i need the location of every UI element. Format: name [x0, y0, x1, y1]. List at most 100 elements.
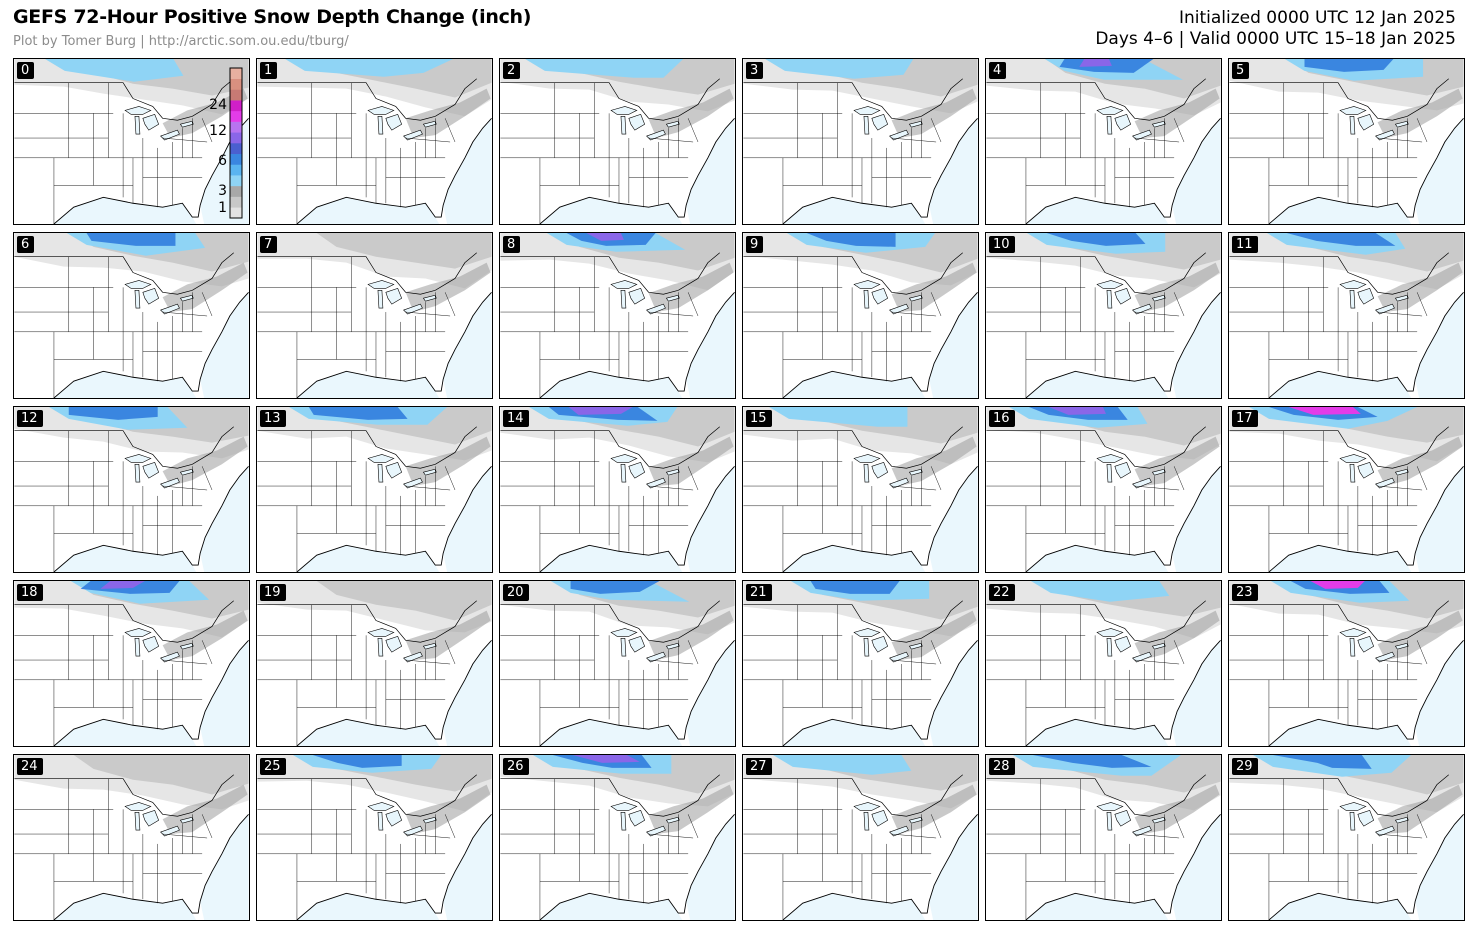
state-boundary — [648, 485, 694, 491]
international-border — [986, 426, 1206, 469]
atlantic-ocean — [1172, 118, 1221, 224]
great-lake — [134, 812, 141, 831]
atlantic-ocean — [929, 466, 978, 572]
gulf-of-mexico — [53, 893, 197, 920]
great-lake — [160, 477, 180, 489]
snow-band-blue — [86, 233, 176, 246]
great-lake — [1339, 802, 1367, 811]
us-map — [500, 233, 735, 398]
great-lake — [142, 287, 160, 305]
us-map — [14, 407, 249, 572]
great-lake — [610, 454, 638, 463]
member-number-badge: 13 — [260, 410, 286, 427]
great-lake — [367, 280, 395, 289]
member-panel: 5 — [1228, 58, 1465, 225]
great-lake — [1357, 809, 1375, 827]
gulf-of-mexico — [1025, 893, 1169, 920]
us-map — [986, 581, 1221, 746]
gulf-of-mexico — [53, 371, 197, 398]
atlantic-ocean — [443, 118, 492, 224]
coastline — [296, 117, 492, 224]
atlantic-ocean — [443, 466, 492, 572]
snow-band-light-blue — [1030, 581, 1170, 602]
state-boundary — [201, 814, 213, 839]
member-number-badge: 28 — [989, 758, 1015, 775]
great-lake — [1132, 825, 1152, 837]
great-lake — [142, 461, 160, 479]
great-lake — [1339, 280, 1367, 289]
member-panel: 9 — [742, 232, 979, 399]
great-lake — [1375, 825, 1395, 837]
colorbar-tick-label: 24 — [209, 97, 227, 113]
great-lake — [908, 468, 923, 476]
great-lake — [853, 280, 881, 289]
state-boundary — [1416, 292, 1428, 317]
great-lake — [422, 468, 437, 476]
international-border — [1229, 774, 1449, 817]
great-lake — [665, 120, 680, 128]
us-map — [14, 581, 249, 746]
member-number-badge: 25 — [260, 758, 286, 775]
great-lake — [646, 129, 666, 141]
gulf-of-mexico — [296, 197, 440, 224]
us-map — [1229, 59, 1464, 224]
colorbar-segment — [230, 185, 242, 197]
coastline — [782, 813, 978, 920]
us-map — [1229, 755, 1464, 920]
state-boundary — [201, 640, 213, 665]
member-number-badge: 26 — [503, 758, 529, 775]
international-border — [500, 78, 720, 121]
credit-line: Plot by Tomer Burg | http://arctic.som.o… — [13, 34, 349, 49]
great-lake — [403, 477, 423, 489]
great-lake — [1096, 802, 1124, 811]
snow-band-heavy — [1048, 407, 1106, 415]
member-panel: 17 — [1228, 406, 1465, 573]
state-boundary — [648, 833, 694, 839]
colorbar-segment — [230, 68, 242, 80]
us-map — [986, 407, 1221, 572]
international-border — [986, 774, 1206, 817]
coastline — [539, 639, 735, 746]
state-boundary — [162, 659, 208, 665]
coastline — [53, 117, 249, 224]
state-boundary — [444, 292, 456, 317]
colorbar-segment — [230, 132, 242, 144]
state-boundary — [405, 311, 451, 317]
gulf-of-mexico — [782, 197, 926, 224]
state-boundary — [1377, 311, 1423, 317]
state-boundary — [201, 292, 213, 317]
snow-band-blue — [570, 581, 660, 594]
atlantic-ocean — [686, 640, 735, 746]
great-lake — [908, 642, 923, 650]
atlantic-ocean — [200, 466, 249, 572]
great-lake — [646, 825, 666, 837]
great-lake — [1394, 816, 1409, 824]
great-lake — [422, 120, 437, 128]
atlantic-ocean — [1415, 118, 1464, 224]
gulf-of-mexico — [539, 719, 683, 746]
great-lake — [610, 280, 638, 289]
great-lake — [889, 303, 909, 315]
coastline — [1025, 117, 1221, 224]
great-lake — [1151, 294, 1166, 302]
international-border — [743, 774, 963, 817]
atlantic-ocean — [929, 292, 978, 398]
gulf-of-mexico — [539, 893, 683, 920]
great-lake — [1151, 120, 1166, 128]
member-number-badge: 27 — [746, 758, 772, 775]
great-lake — [1114, 287, 1132, 305]
coastline — [539, 117, 735, 224]
great-lake — [610, 802, 638, 811]
state-boundary — [687, 118, 699, 143]
state-boundary — [201, 466, 213, 491]
us-map — [257, 59, 492, 224]
great-lake — [853, 106, 881, 115]
international-border — [500, 426, 720, 469]
colorbar-frame — [229, 67, 243, 219]
great-lake — [1394, 642, 1409, 650]
member-number-badge: 22 — [989, 584, 1015, 601]
great-lake — [853, 802, 881, 811]
us-map — [743, 59, 978, 224]
international-border — [1229, 600, 1449, 643]
member-number-badge: 24 — [17, 758, 43, 775]
